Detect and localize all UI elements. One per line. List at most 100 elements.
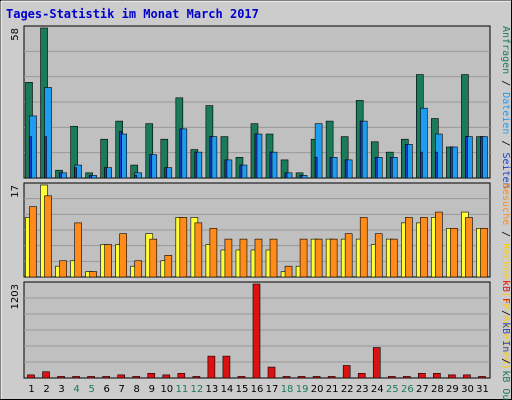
bar-kbf-day-17 bbox=[267, 366, 276, 379]
bar-seiten-day-31 bbox=[480, 136, 483, 179]
visits-panel: 17 bbox=[10, 182, 491, 278]
bar-besuche-day-30 bbox=[465, 217, 473, 278]
day-label-13: 13 bbox=[206, 384, 219, 395]
day-label-9: 9 bbox=[149, 384, 155, 395]
bar-kbf-day-27 bbox=[418, 373, 426, 379]
bar-kbf-day-30 bbox=[463, 374, 471, 379]
bar-kbf-day-25 bbox=[387, 376, 396, 379]
bar-dateien-day-27 bbox=[420, 107, 428, 179]
bar-dateien-day-20 bbox=[314, 123, 323, 179]
bar-kbf-day-31 bbox=[478, 376, 486, 379]
bar-besuche-day-28 bbox=[435, 211, 443, 278]
bar-seiten-day-27 bbox=[420, 151, 423, 179]
legend-bottom-part-2: kB In bbox=[500, 322, 511, 352]
bar-kbf-day-24 bbox=[372, 347, 381, 379]
day-label-19: 19 bbox=[296, 384, 309, 395]
bar-kbf-day-3 bbox=[57, 376, 65, 379]
bar-seiten-day-13 bbox=[209, 136, 213, 179]
bar-anfragen-day-30 bbox=[461, 74, 469, 179]
bar-seiten-day-2 bbox=[44, 136, 47, 179]
traffic-panel: 1203 bbox=[10, 281, 491, 379]
bar-besuche-day-27 bbox=[420, 217, 428, 278]
day-label-18: 18 bbox=[281, 384, 294, 395]
bar-kbf-day-10 bbox=[162, 374, 171, 379]
day-label-10: 10 bbox=[160, 384, 173, 395]
day-label-4: 4 bbox=[73, 384, 79, 395]
bar-besuche-day-6 bbox=[104, 244, 112, 278]
bar-kbf-day-1 bbox=[27, 374, 35, 379]
day-label-15: 15 bbox=[236, 384, 249, 395]
bar-seiten-day-23 bbox=[359, 120, 363, 179]
bar-anfragen-day-22 bbox=[340, 136, 349, 179]
bar-besuche-day-16 bbox=[254, 238, 263, 278]
day-label-16: 16 bbox=[251, 384, 264, 395]
bar-besuche-day-17 bbox=[269, 238, 278, 278]
bar-anfragen-day-6 bbox=[100, 138, 108, 179]
bar-anfragen-day-9 bbox=[145, 123, 154, 179]
bar-seiten-day-3 bbox=[59, 172, 62, 179]
legend-middle-part-0: Besuche bbox=[500, 183, 511, 225]
day-label-23: 23 bbox=[356, 384, 369, 395]
bar-seiten-day-28 bbox=[435, 151, 438, 179]
legend-middle-part-2: Rechner (IP-Adressen) bbox=[500, 243, 511, 369]
bar-kbf-day-8 bbox=[132, 376, 141, 379]
day-label-12: 12 bbox=[191, 384, 204, 395]
bar-besuche-day-23 bbox=[359, 217, 368, 278]
legend-traffic: kB F / kB In / kB Out bbox=[500, 280, 511, 400]
bar-seiten-day-24 bbox=[374, 157, 378, 179]
bar-besuche-day-12 bbox=[194, 222, 203, 278]
bar-seiten-day-1 bbox=[29, 136, 32, 179]
legend-top-part-0: Anfragen bbox=[500, 26, 511, 74]
bar-besuche-day-15 bbox=[239, 238, 248, 278]
bar-besuche-day-20 bbox=[314, 238, 323, 278]
bar-anfragen-day-14 bbox=[220, 136, 229, 179]
bar-kbf-day-11 bbox=[177, 373, 186, 379]
bar-anfragen-day-21 bbox=[325, 120, 334, 179]
bar-kbf-day-23 bbox=[357, 373, 366, 379]
bar-seiten-day-6 bbox=[104, 167, 107, 179]
bar-seiten-day-22 bbox=[344, 159, 348, 179]
day-label-1: 1 bbox=[28, 384, 34, 395]
bar-kbf-day-18 bbox=[282, 376, 291, 379]
bar-seiten-day-21 bbox=[329, 157, 333, 179]
day-label-8: 8 bbox=[134, 384, 140, 395]
bar-kbf-day-20 bbox=[312, 376, 321, 379]
bar-kbf-day-14 bbox=[222, 355, 231, 379]
legend-top-part-1: / bbox=[500, 74, 511, 92]
bar-besuche-day-2 bbox=[44, 195, 52, 278]
bar-anfragen-day-8 bbox=[130, 164, 139, 179]
bar-besuche-day-18 bbox=[284, 265, 293, 278]
bar-seiten-day-7 bbox=[119, 131, 122, 179]
legend-bottom-part-0: kB F bbox=[500, 280, 511, 304]
bar-besuche-day-14 bbox=[224, 238, 233, 278]
bar-seiten-day-11 bbox=[179, 128, 183, 179]
day-label-24: 24 bbox=[371, 384, 384, 395]
bar-seiten-day-17 bbox=[269, 151, 273, 179]
day-label-6: 6 bbox=[103, 384, 109, 395]
bar-besuche-day-13 bbox=[209, 227, 218, 278]
bar-besuche-day-29 bbox=[450, 227, 458, 278]
bar-besuche-day-11 bbox=[179, 217, 188, 278]
bar-seiten-day-30 bbox=[465, 136, 468, 179]
bar-kbf-day-6 bbox=[102, 376, 110, 379]
bar-kbf-day-2 bbox=[42, 371, 50, 379]
bar-kbf-day-5 bbox=[87, 376, 95, 379]
day-label-22: 22 bbox=[341, 384, 354, 395]
legend-top-part-3: / bbox=[500, 134, 511, 152]
requests-ymax-label: 58 bbox=[10, 28, 21, 41]
bar-kbf-day-16 bbox=[252, 283, 261, 379]
day-label-11: 11 bbox=[175, 384, 188, 395]
chart-title: Tages-Statistik im Monat March 2017 bbox=[6, 7, 259, 21]
bar-anfragen-day-18 bbox=[280, 159, 289, 179]
bar-kbf-day-28 bbox=[433, 373, 441, 379]
day-label-31: 31 bbox=[476, 384, 489, 395]
bar-besuche-day-3 bbox=[59, 260, 67, 278]
bar-seiten-day-12 bbox=[194, 151, 198, 179]
legend-bottom-part-4: kB Out bbox=[500, 370, 511, 400]
bar-kbf-day-21 bbox=[327, 376, 336, 379]
legend-top-part-2: Dateien bbox=[500, 92, 511, 134]
bar-besuche-day-5 bbox=[89, 271, 97, 278]
legend-visits: Besuche / Rechner (IP-Adressen) bbox=[500, 183, 511, 370]
bar-seiten-day-29 bbox=[450, 146, 453, 179]
bar-besuche-day-4 bbox=[74, 222, 82, 278]
